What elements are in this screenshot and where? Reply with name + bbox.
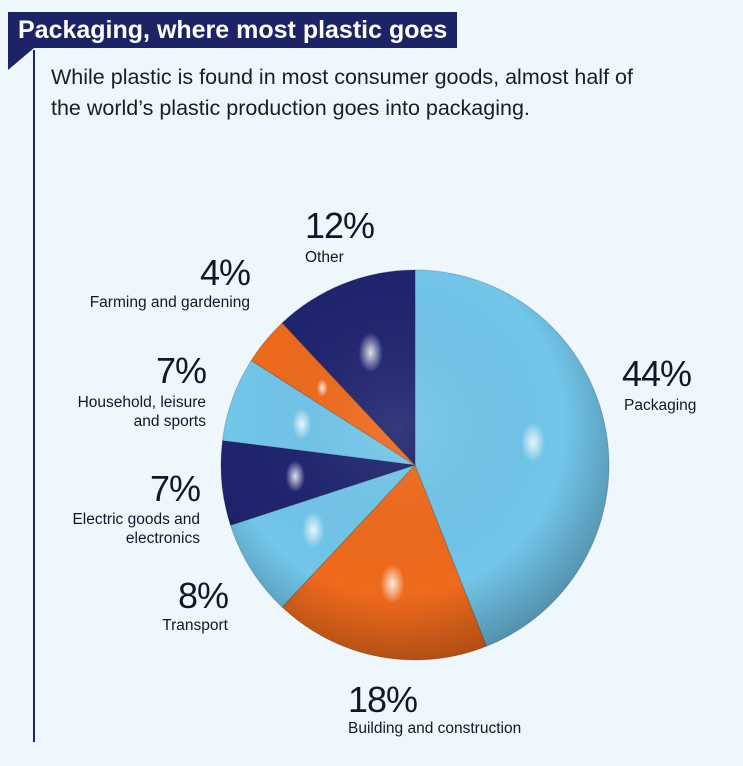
- category-label-household-line2: and sports: [134, 413, 207, 430]
- slice-highlight: [521, 422, 546, 463]
- label-farming: 4% Farming and gardening: [90, 252, 251, 311]
- value-label-transport: 8%: [178, 575, 228, 616]
- value-label-packaging: 44%: [622, 353, 691, 394]
- value-label-building: 18%: [348, 679, 417, 720]
- category-label-transport: Transport: [162, 617, 228, 634]
- value-label-household: 7%: [156, 350, 206, 391]
- category-label-electric-line1: Electric goods and: [72, 511, 200, 528]
- label-other: 12% Other: [305, 205, 375, 266]
- value-label-other: 12%: [305, 205, 374, 246]
- category-label-household-line1: Household, leisure: [78, 394, 206, 411]
- slice-highlight: [358, 332, 383, 373]
- category-label-farming: Farming and gardening: [90, 294, 250, 311]
- slice-highlight: [380, 564, 405, 604]
- label-packaging: 44% Packaging: [622, 353, 696, 414]
- accent-rule: [33, 50, 35, 742]
- label-electric: 7% Electric goods and electronics: [72, 468, 201, 547]
- slice-highlight: [292, 408, 312, 440]
- category-label-packaging: Packaging: [624, 397, 696, 414]
- slice-highlight: [302, 511, 325, 548]
- value-label-electric: 7%: [150, 468, 200, 509]
- page-subtitle: While plastic is found in most consumer …: [51, 65, 633, 120]
- pie-slices: [220, 269, 610, 661]
- category-label-building: Building and construction: [348, 720, 521, 737]
- label-household: 7% Household, leisure and sports: [78, 350, 207, 430]
- slice-highlight: [285, 460, 305, 493]
- title-tail-shape: [8, 48, 34, 70]
- value-label-farming: 4%: [200, 252, 250, 293]
- label-transport: 8% Transport: [162, 575, 229, 634]
- page-title: Packaging, where most plastic goes: [8, 12, 458, 48]
- pie-highlights: [285, 332, 546, 604]
- category-label-electric-line2: electronics: [126, 530, 200, 547]
- category-label-other: Other: [305, 249, 344, 266]
- slice-highlight: [316, 378, 328, 397]
- label-building: 18% Building and construction: [348, 679, 521, 737]
